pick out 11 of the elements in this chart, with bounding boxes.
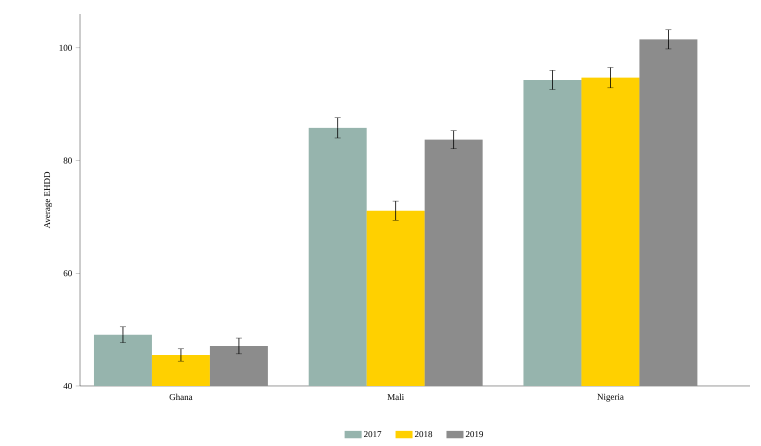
legend-label: 2017 [364, 431, 382, 438]
x-tick-label: Ghana [170, 394, 193, 400]
x-tick-label: Mali [387, 394, 404, 400]
y-tick-label: 80 [64, 158, 72, 164]
y-axis-title: Average EHDD [44, 172, 52, 228]
y-tick-label: 60 [64, 270, 72, 276]
y-tick-label: 40 [63, 382, 72, 390]
legend-label: 2018 [414, 431, 432, 438]
legend-label: 2019 [466, 431, 484, 438]
y-tick-label: 100 [60, 44, 72, 51]
x-tick-label: Nigeria [597, 394, 624, 402]
